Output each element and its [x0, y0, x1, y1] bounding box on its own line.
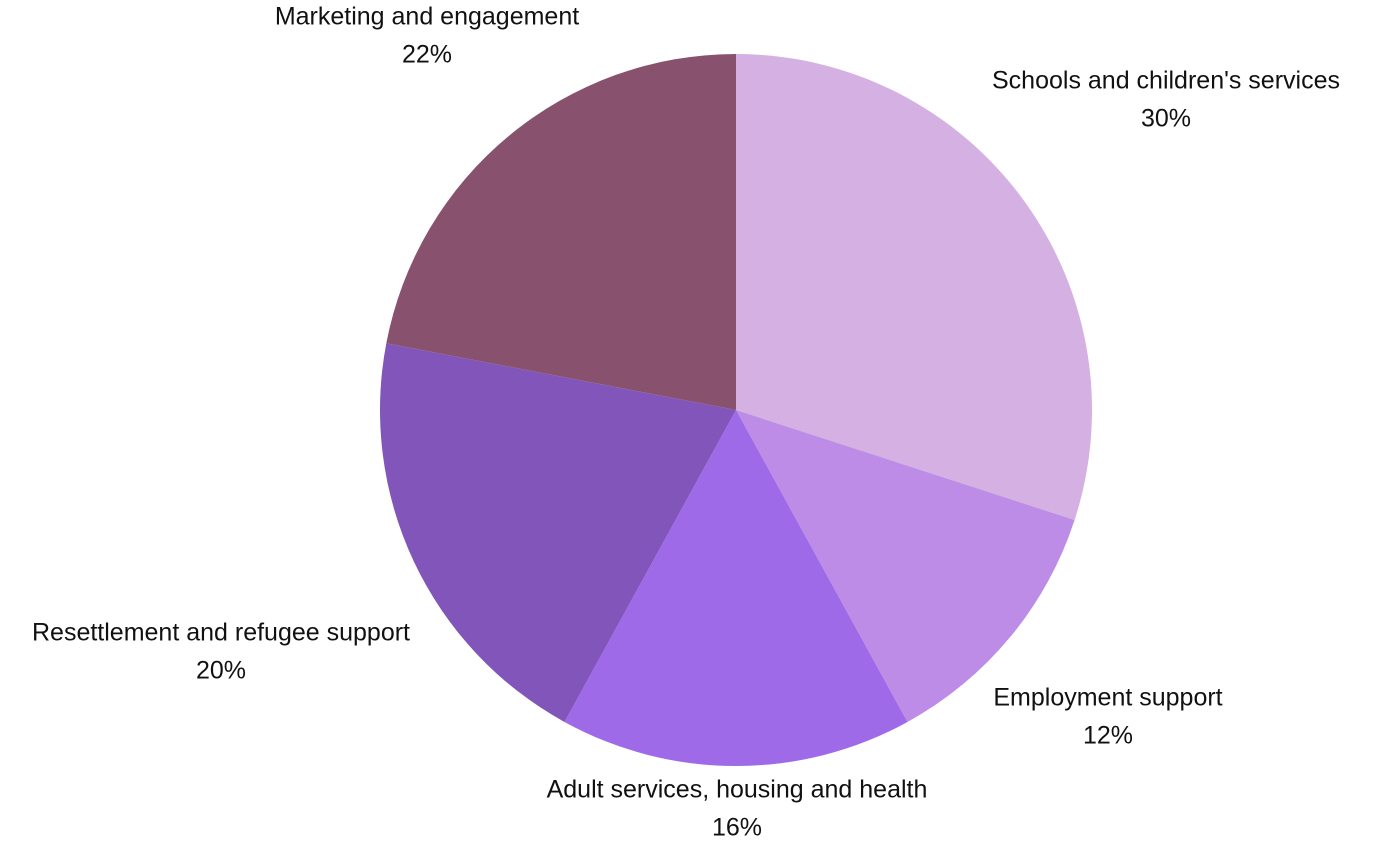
slice-label: Schools and children's services: [992, 67, 1340, 95]
pie-slice: [386, 54, 736, 410]
slice-value: 20%: [196, 657, 246, 685]
slice-label: Adult services, housing and health: [547, 776, 928, 804]
slice-label: Employment support: [993, 684, 1222, 712]
slice-labels: Schools and children's services 30% Employ…: [32, 3, 1340, 842]
pie-slice: [380, 343, 736, 722]
pie-slice: [564, 410, 908, 767]
slice-value: 16%: [712, 814, 762, 842]
pie-slice: [736, 410, 1075, 722]
pie-slice: [736, 54, 1093, 521]
slice-label: Resettlement and refugee support: [32, 619, 410, 647]
pie-slices: [380, 54, 1093, 767]
slice-value: 22%: [402, 41, 452, 69]
slice-value: 30%: [1141, 105, 1191, 133]
slice-value: 12%: [1083, 722, 1133, 750]
slice-label: Marketing and engagement: [275, 3, 579, 31]
